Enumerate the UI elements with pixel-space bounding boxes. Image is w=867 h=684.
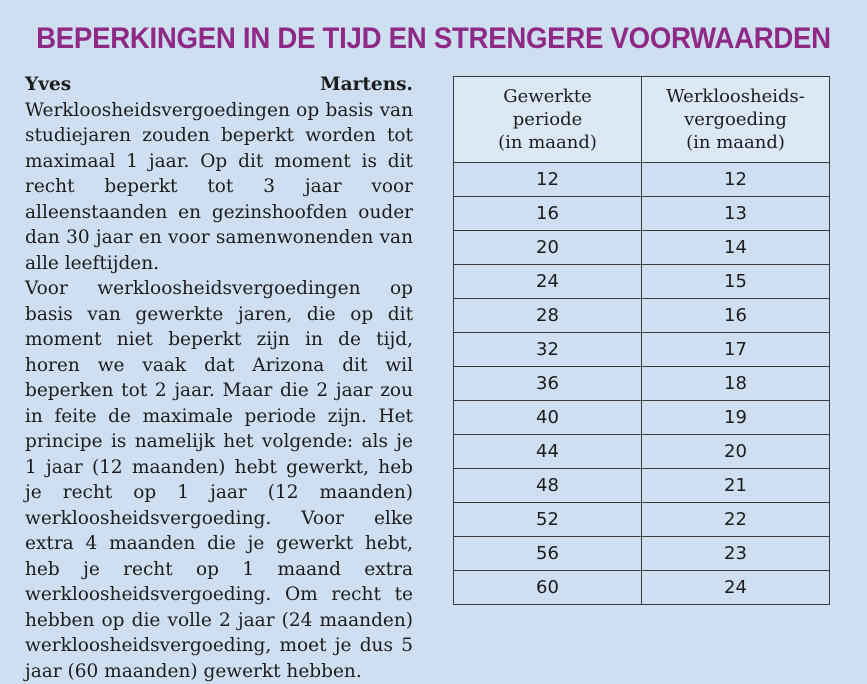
paragraph-2: Voor werkloosheidsvergoedingen op basis … (25, 278, 413, 682)
table-row: 36 18 (453, 366, 830, 401)
header-worked-period: Gewerkte periode (in maand) (453, 76, 642, 163)
cell-benefit-months: 20 (641, 434, 830, 469)
table-row: 56 23 (453, 536, 830, 571)
header-benefit: Werkloosheids- vergoeding (in maand) (641, 76, 830, 163)
cell-worked-months: 48 (453, 468, 642, 503)
paragraph-1-text: Werkloosheidsvergoedingen op basis van s… (25, 99, 413, 274)
cell-benefit-months: 23 (641, 536, 830, 571)
table-row: 12 12 (453, 162, 830, 197)
benefits-table-container: Gewerkte periode (in maand) Werkloosheid… (453, 76, 830, 605)
table-row: 40 19 (453, 400, 830, 435)
benefits-table: Gewerkte periode (in maand) Werkloosheid… (453, 76, 830, 605)
cell-worked-months: 60 (453, 570, 642, 605)
cell-benefit-months: 18 (641, 366, 830, 401)
table-row: 16 13 (453, 196, 830, 231)
cell-worked-months: 24 (453, 264, 642, 299)
table-body: 12 12 16 13 20 14 24 15 28 16 32 17 36 18 40 19 44 20 48 21… (453, 162, 830, 605)
cell-benefit-months: 24 (641, 570, 830, 605)
paragraph-1: Yves Martens. Werkloosheidsvergoedingen … (25, 72, 413, 276)
header-line: periode (512, 109, 583, 130)
header-line: (in maand) (498, 132, 597, 153)
header-line: (in maand) (686, 132, 785, 153)
cell-worked-months: 56 (453, 536, 642, 571)
cell-benefit-months: 22 (641, 502, 830, 537)
table-row: 52 22 (453, 502, 830, 537)
cell-worked-months: 40 (453, 400, 642, 435)
cell-benefit-months: 15 (641, 264, 830, 299)
cell-worked-months: 12 (453, 162, 642, 197)
table-row: 60 24 (453, 570, 830, 605)
cell-benefit-months: 13 (641, 196, 830, 231)
cell-benefit-months: 12 (641, 162, 830, 197)
cell-benefit-months: 16 (641, 298, 830, 333)
page-title: BEPERKINGEN IN DE TIJD EN STRENGERE VOOR… (36, 22, 831, 55)
table-row: 20 14 (453, 230, 830, 265)
article-body: Yves Martens. Werkloosheidsvergoedingen … (25, 72, 413, 684)
author-name: Yves Martens. (25, 74, 413, 95)
cell-worked-months: 16 (453, 196, 642, 231)
table-row: 44 20 (453, 434, 830, 469)
cell-benefit-months: 14 (641, 230, 830, 265)
header-line: Werkloosheids- (666, 86, 805, 107)
header-line: vergoeding (684, 109, 787, 130)
table-row: 28 16 (453, 298, 830, 333)
cell-benefit-months: 21 (641, 468, 830, 503)
cell-worked-months: 32 (453, 332, 642, 367)
cell-worked-months: 28 (453, 298, 642, 333)
table-header-row: Gewerkte periode (in maand) Werkloosheid… (453, 76, 830, 163)
cell-worked-months: 36 (453, 366, 642, 401)
table-row: 48 21 (453, 468, 830, 503)
cell-worked-months: 52 (453, 502, 642, 537)
cell-benefit-months: 17 (641, 332, 830, 367)
header-line: Gewerkte (503, 86, 592, 107)
cell-worked-months: 44 (453, 434, 642, 469)
cell-benefit-months: 19 (641, 400, 830, 435)
table-row: 24 15 (453, 264, 830, 299)
table-row: 32 17 (453, 332, 830, 367)
cell-worked-months: 20 (453, 230, 642, 265)
